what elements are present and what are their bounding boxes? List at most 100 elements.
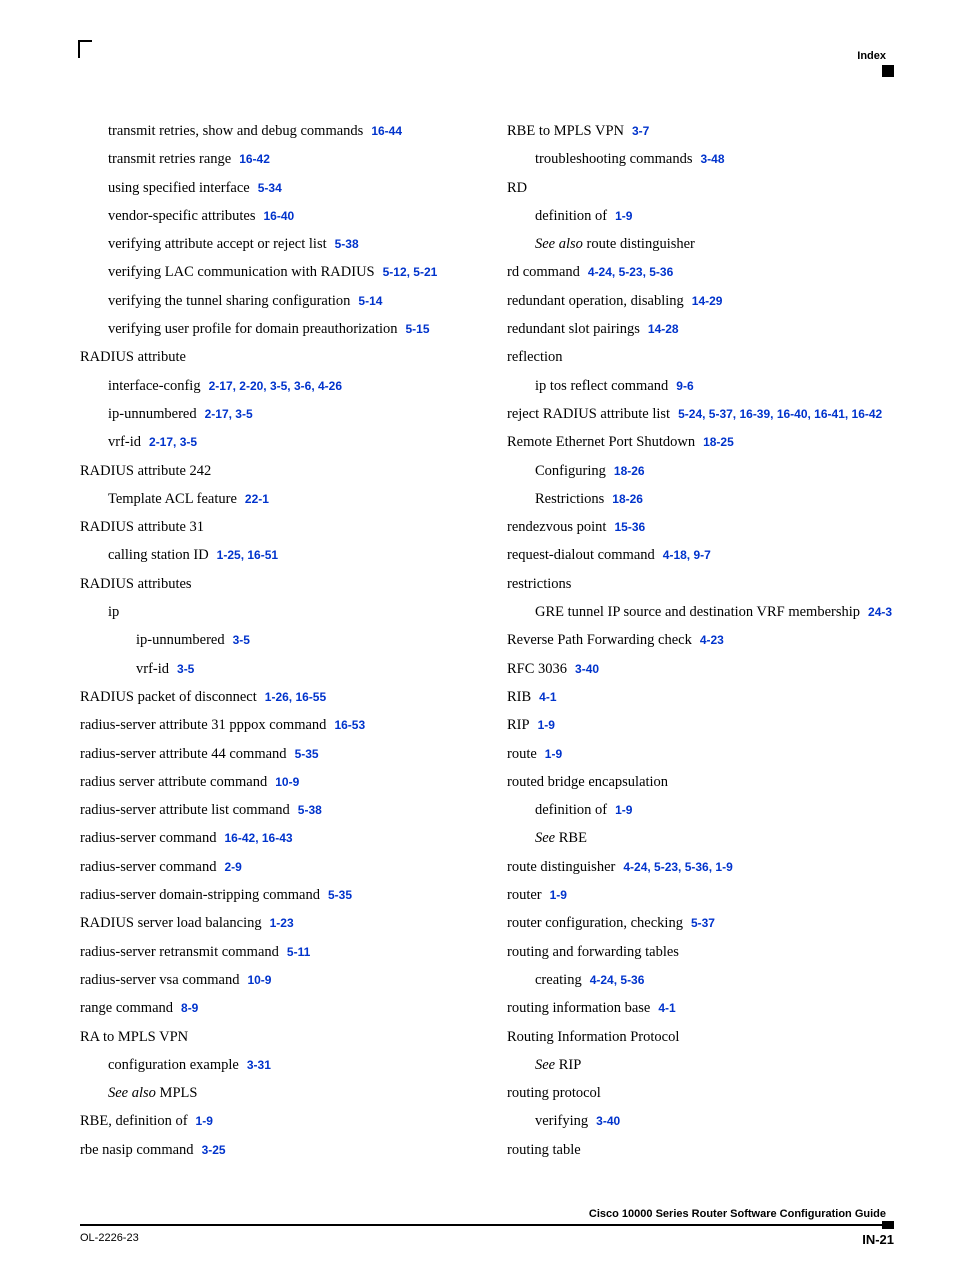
page-number: IN-21	[862, 1232, 894, 1247]
page-link[interactable]: 10-9	[247, 973, 271, 987]
entry-text: range command	[80, 1000, 173, 1016]
page-link[interactable]: 4-1	[539, 690, 556, 704]
page-link[interactable]: 1-9	[550, 888, 567, 902]
page-link[interactable]: 3-48	[700, 152, 724, 166]
page-link[interactable]: 1-9	[538, 718, 555, 732]
page-link[interactable]: 5-15	[406, 322, 430, 336]
index-entry: creating4-24, 5-36	[535, 970, 894, 990]
page-link[interactable]: 4-18, 9-7	[663, 548, 711, 562]
page-link[interactable]: 3-5	[233, 633, 250, 647]
page-link[interactable]: 5-12, 5-21	[383, 265, 438, 279]
page-link[interactable]: 5-24, 5-37, 16-39, 16-40, 16-41, 16-42	[678, 407, 882, 421]
entry-text: radius-server domain-stripping command	[80, 887, 320, 903]
page-link[interactable]: 5-37	[691, 916, 715, 930]
page-link[interactable]: 3-25	[202, 1143, 226, 1157]
entry-text: RADIUS packet of disconnect	[80, 689, 257, 705]
entry-text: route distinguisher	[507, 859, 615, 875]
page-link[interactable]: 9-6	[676, 379, 693, 393]
page-link[interactable]: 16-42, 16-43	[225, 831, 293, 845]
page-link[interactable]: 4-24, 5-23, 5-36	[588, 265, 673, 279]
index-entry: RBE to MPLS VPN3-7	[507, 121, 894, 141]
index-entry: verifying the tunnel sharing configurati…	[108, 291, 467, 311]
index-entry: Configuring18-26	[535, 461, 894, 481]
page-link[interactable]: 1-26, 16-55	[265, 690, 326, 704]
page-link[interactable]: 1-9	[545, 747, 562, 761]
page-link[interactable]: 5-35	[295, 747, 319, 761]
entry-text: verifying attribute accept or reject lis…	[108, 236, 327, 252]
entry-text: routed bridge encapsulation	[507, 774, 668, 790]
page-link[interactable]: 18-26	[612, 492, 643, 506]
page-link[interactable]: 3-5	[177, 662, 194, 676]
entry-text: Routing Information Protocol	[507, 1029, 679, 1045]
page-link[interactable]: 5-35	[328, 888, 352, 902]
entry-text: route	[507, 746, 537, 762]
index-entry: vendor-specific attributes16-40	[108, 206, 467, 226]
index-entry: RADIUS attribute	[80, 347, 467, 367]
page-link[interactable]: 1-9	[615, 209, 632, 223]
entry-text: ip-unnumbered	[136, 632, 225, 648]
index-entry: Template ACL feature22-1	[108, 489, 467, 509]
entry-text: verifying LAC communication with RADIUS	[108, 264, 375, 280]
index-entry: definition of1-9	[535, 206, 894, 226]
index-entry: definition of1-9	[535, 800, 894, 820]
index-entry: configuration example3-31	[108, 1055, 467, 1075]
entry-text: troubleshooting commands	[535, 151, 692, 167]
page-link[interactable]: 1-9	[196, 1114, 213, 1128]
page-link[interactable]: 8-9	[181, 1001, 198, 1015]
page-link[interactable]: 14-28	[648, 322, 679, 336]
page-link[interactable]: 10-9	[275, 775, 299, 789]
see-prefix: See	[535, 1057, 555, 1073]
page-link[interactable]: 4-23	[700, 633, 724, 647]
page-link[interactable]: 16-40	[263, 209, 294, 223]
see-prefix: See	[535, 830, 555, 846]
entry-text: Remote Ethernet Port Shutdown	[507, 434, 695, 450]
index-entry: interface-config2-17, 2-20, 3-5, 3-6, 4-…	[108, 376, 467, 396]
page-link[interactable]: 3-40	[596, 1114, 620, 1128]
page-link[interactable]: 18-26	[614, 464, 645, 478]
index-entry: vrf-id2-17, 3-5	[108, 432, 467, 452]
index-entry: routing information base4-1	[507, 998, 894, 1018]
entry-text: routing protocol	[507, 1085, 601, 1101]
page-link[interactable]: 2-9	[225, 860, 242, 874]
page-link[interactable]: 18-25	[703, 435, 734, 449]
entry-text: RFC 3036	[507, 661, 567, 677]
entry-text: GRE tunnel IP source and destination VRF…	[535, 604, 860, 620]
page-link[interactable]: 4-1	[658, 1001, 675, 1015]
index-entry: request-dialout command4-18, 9-7	[507, 545, 894, 565]
page-link[interactable]: 22-1	[245, 492, 269, 506]
page-link[interactable]: 2-17, 2-20, 3-5, 3-6, 4-26	[209, 379, 342, 393]
entry-text: redundant slot pairings	[507, 321, 640, 337]
page-link[interactable]: 3-31	[247, 1058, 271, 1072]
page-link[interactable]: 2-17, 3-5	[205, 407, 253, 421]
entry-text: transmit retries, show and debug command…	[108, 123, 363, 139]
corner-mark	[78, 40, 92, 58]
page-link[interactable]: 5-11	[287, 945, 310, 959]
page-link[interactable]: 24-3	[868, 605, 892, 619]
page-link[interactable]: 5-34	[258, 181, 282, 195]
page-link[interactable]: 5-38	[335, 237, 359, 251]
page-link[interactable]: 3-7	[632, 124, 649, 138]
entry-text: radius-server attribute list command	[80, 802, 290, 818]
entry-text: RADIUS attribute	[80, 349, 186, 365]
page-link[interactable]: 16-42	[239, 152, 270, 166]
page-link[interactable]: 2-17, 3-5	[149, 435, 197, 449]
page-link[interactable]: 1-25, 16-51	[217, 548, 278, 562]
page-link[interactable]: 3-40	[575, 662, 599, 676]
page-link[interactable]: 5-38	[298, 803, 322, 817]
page-link[interactable]: 15-36	[614, 520, 645, 534]
page-link[interactable]: 14-29	[692, 294, 723, 308]
index-entry: reflection	[507, 347, 894, 367]
page-link[interactable]: 5-14	[358, 294, 382, 308]
page-link[interactable]: 16-53	[334, 718, 365, 732]
entry-text: transmit retries range	[108, 151, 231, 167]
page-link[interactable]: 16-44	[371, 124, 402, 138]
page-link[interactable]: 4-24, 5-36	[590, 973, 645, 987]
index-entry: RIB4-1	[507, 687, 894, 707]
page-link[interactable]: 1-23	[270, 916, 294, 930]
page-link[interactable]: 4-24, 5-23, 5-36, 1-9	[623, 860, 732, 874]
entry-text: RADIUS attributes	[80, 576, 192, 592]
index-entry: range command 8-9	[80, 998, 467, 1018]
page-link[interactable]: 1-9	[615, 803, 632, 817]
index-entry: radius-server attribute 31 pppox command…	[80, 715, 467, 735]
entry-text: radius-server command	[80, 830, 217, 846]
